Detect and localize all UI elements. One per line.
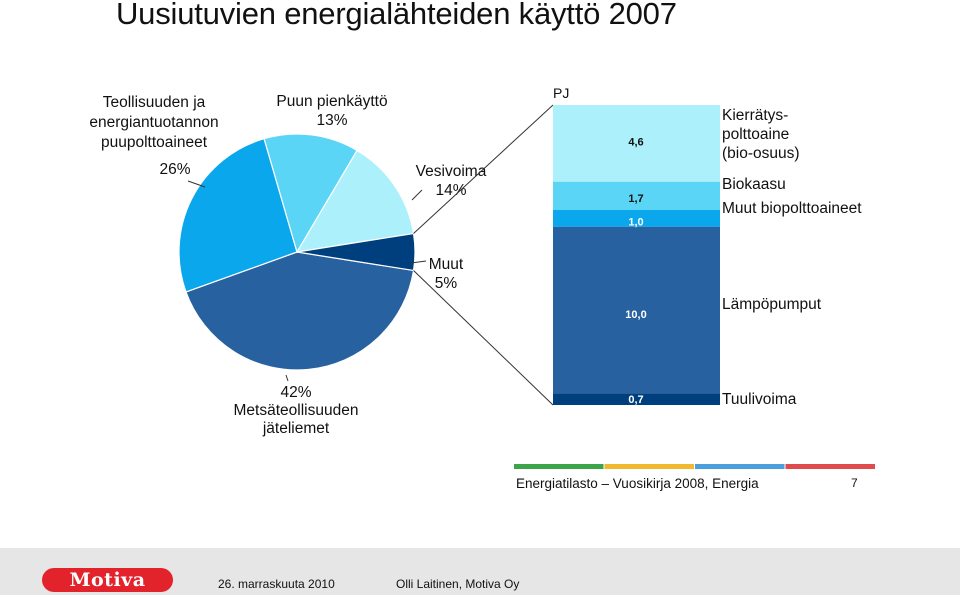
bar-segment-muut-biopolttoaineet xyxy=(553,210,720,227)
pie-label-puun-pienkaytto: Puun pienkäyttö 13% xyxy=(276,93,387,129)
leader-muut xyxy=(410,260,427,264)
pie-label-muut: Muut 5% xyxy=(429,256,464,292)
pie-label-vesivoima: Vesivoima 14% xyxy=(416,163,487,199)
pie-label-metsateollisuus: 42% Metsäteollisuuden jäteliemet xyxy=(234,384,359,437)
source-citation: Energiatilasto – Vuosikirja 2008, Energi… xyxy=(516,476,759,491)
leader-teollisuus xyxy=(187,180,206,188)
bar-unit-label: PJ xyxy=(553,85,569,101)
leader-vesivoima xyxy=(411,189,423,201)
bar-label-tuulivoima: Tuulivoima xyxy=(722,391,797,408)
stacked-bar-chart: 0,7 10,0 1,0 1,7 4,6 PJ Tuulivoima Lämpöpumput M… xyxy=(553,85,862,408)
pie-label-teollisuus: Teollisuuden ja energiantuotannon puupoltt… xyxy=(89,94,218,151)
bar-segment-tuulivoima xyxy=(553,393,720,405)
connector-lines xyxy=(413,104,554,406)
pie-slice-metsateollisuus xyxy=(185,251,415,371)
bar-value-tuulivoima: 0,7 xyxy=(628,394,643,406)
pie-chart: 42% Metsäteollisuuden jäteliemet Teollisuud… xyxy=(89,93,486,437)
footer-date: 26. marraskuuta 2010 xyxy=(218,577,335,591)
page-number: 7 xyxy=(851,476,858,490)
bar-label-biokaasu: Biokaasu xyxy=(722,176,786,193)
pie-slice-teollisuus xyxy=(178,137,298,293)
bar-segment-kierratyspolttoaine xyxy=(553,105,720,182)
pie-slice-vesivoima xyxy=(295,149,415,253)
stripe-segment xyxy=(514,464,604,469)
bar-value-kierratyspolttoaine: 4,6 xyxy=(628,136,643,148)
pie-slice-muut xyxy=(296,232,416,272)
slide-title: Uusiutuvien energialähteiden käyttö 2007 xyxy=(116,0,677,31)
connector-line-bottom xyxy=(413,270,554,406)
pie-label-teollisuus-percent: 26% xyxy=(159,161,190,178)
motiva-logo: Motiva xyxy=(42,568,173,592)
bar-segment-biokaasu xyxy=(553,181,720,210)
bar-label-muut-biopolttoaineet: Muut biopolttoaineet xyxy=(722,200,862,217)
stripe-segment xyxy=(785,464,875,469)
stripe-segment xyxy=(695,464,785,469)
bar-label-kierratyspolttoaine: Kierrätys-polttoaine (bio-osuus) xyxy=(722,107,800,162)
leader-metsateollisuus xyxy=(285,374,289,382)
footer-author: Olli Laitinen, Motiva Oy xyxy=(396,577,520,591)
stripe-segment xyxy=(604,464,694,469)
bar-value-biokaasu: 1,7 xyxy=(628,193,643,205)
bar-label-lampopumput: Lämpöpumput xyxy=(722,296,822,313)
renewable-energy-chart: 42% Metsäteollisuuden jäteliemet Teollisuud… xyxy=(89,85,875,469)
pie-slice-puun-pienkaytto xyxy=(263,133,358,254)
bar-value-lampopumput: 10,0 xyxy=(625,309,646,321)
bar-value-muut-biopolttoaineet: 1,0 xyxy=(628,216,643,228)
color-stripe xyxy=(514,464,875,469)
bar-segment-lampopumput xyxy=(553,226,720,394)
connector-line-top xyxy=(413,104,554,234)
